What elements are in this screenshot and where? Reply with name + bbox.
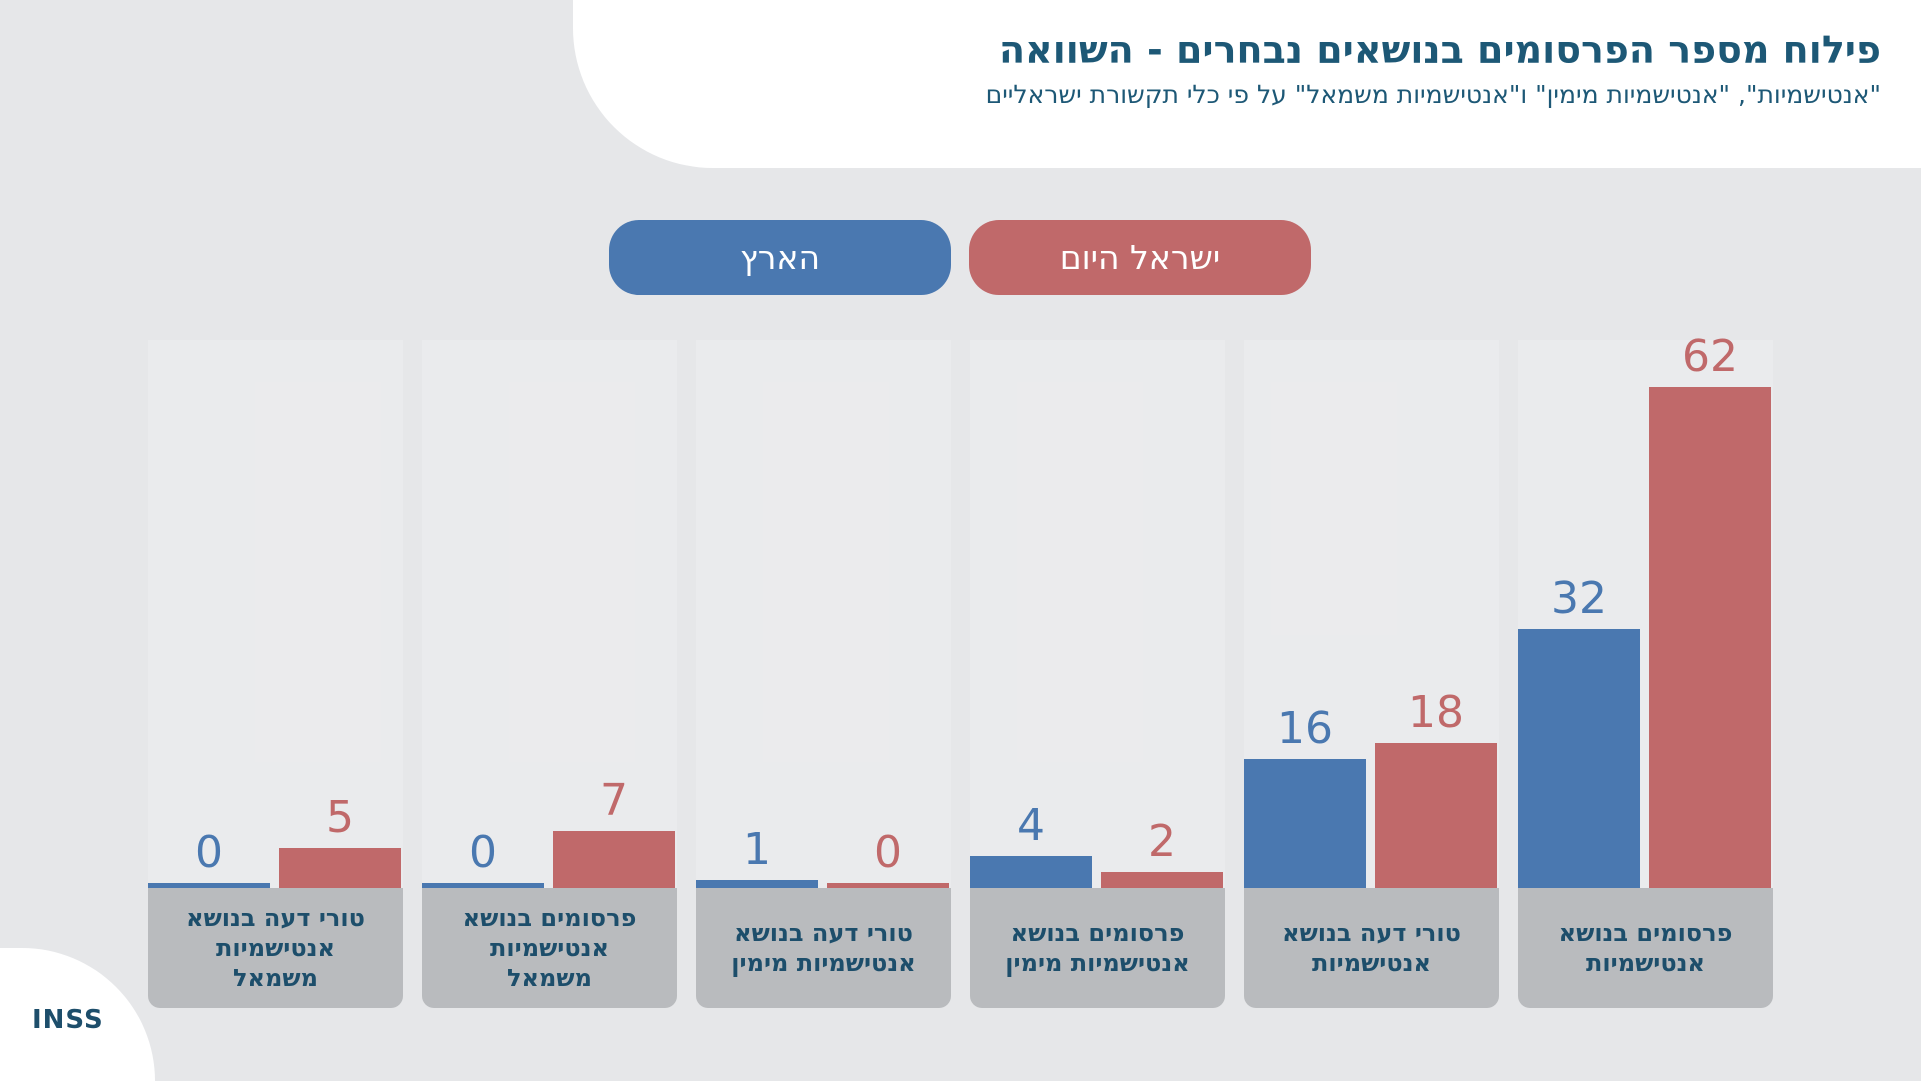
value-label: 5 (326, 791, 354, 843)
category-label: פרסומים בנושא אנטישמיות מימין (970, 888, 1225, 1008)
bar (1375, 742, 1497, 888)
bar (1649, 387, 1771, 888)
value-label: 1 (743, 823, 771, 875)
chart-subtitle: "אנטישמיות", "אנטישמיות מימין" ו"אנטישמי… (985, 80, 1881, 109)
bar (696, 879, 818, 888)
bar (422, 883, 544, 888)
bar (970, 855, 1092, 888)
value-label: 62 (1682, 331, 1738, 382)
category-label: טורי דעה בנושא אנטישמיות משמאל (148, 888, 403, 1008)
bar (1244, 758, 1366, 888)
column-background (970, 340, 1225, 888)
legend-item: הארץ (609, 220, 951, 295)
category-label: פרסומים בנושא אנטישמיות (1518, 888, 1773, 1008)
column-background (696, 340, 951, 888)
value-label: 32 (1551, 573, 1607, 625)
value-label: 0 (195, 827, 223, 878)
category-label: טורי דעה בנושא אנטישמיות מימין (696, 888, 951, 1008)
bar (827, 883, 949, 888)
bar (1101, 871, 1223, 888)
bar (1518, 629, 1640, 888)
value-label: 0 (469, 827, 497, 878)
value-label: 4 (1017, 799, 1045, 851)
category-label: טורי דעה בנושא אנטישמיות (1244, 888, 1499, 1008)
header-panel (573, 0, 1921, 168)
bar (279, 847, 401, 888)
column-background (148, 340, 403, 888)
value-label: 0 (874, 827, 902, 878)
logo: INSS (32, 1005, 104, 1035)
legend-item: ישראל היום (969, 220, 1311, 295)
value-label: 7 (600, 775, 628, 827)
value-label: 16 (1277, 702, 1333, 754)
column-background (422, 340, 677, 888)
chart-title: פילוח מספר הפרסומים בנושאים נבחרים - השו… (998, 28, 1881, 72)
category-label: פרסומים בנושא אנטישמיות משמאל (422, 888, 677, 1008)
value-label: 18 (1408, 686, 1464, 738)
bar (553, 831, 675, 888)
bar (148, 883, 270, 888)
value-label: 2 (1148, 815, 1176, 867)
